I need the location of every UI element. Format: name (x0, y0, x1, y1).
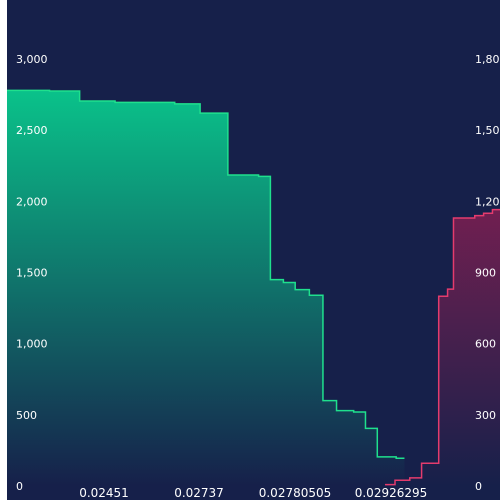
series-layer (7, 89, 500, 487)
right-y-tick-label: 1,800 (475, 53, 500, 66)
left-y-tick-label: 1,000 (16, 338, 48, 351)
x-tick-label: 0.02737 (174, 486, 224, 500)
left-y-axis: 0 500 1,000 1,500 2,000 2,500 3,000 (16, 53, 48, 493)
right-y-tick-label: 600 (475, 338, 496, 351)
x-tick-label: 0.02451 (79, 486, 129, 500)
left-y-tick-label: 2,500 (16, 124, 48, 137)
right-y-axis: 0 300 600 900 1,200 1,500 1,800 (475, 53, 500, 493)
ask-depth-line (384, 131, 500, 486)
right-y-tick-label: 1,200 (475, 195, 500, 208)
x-tick-label: 0.02780505 (259, 486, 332, 500)
left-y-tick-label: 500 (16, 409, 37, 422)
ask-area-fill (384, 132, 500, 486)
bid-area-fill (7, 90, 405, 487)
left-y-tick-label: 1,500 (16, 267, 48, 280)
left-y-tick-label: 2,000 (16, 195, 48, 208)
right-y-tick-label: 0 (475, 480, 482, 493)
right-y-tick-label: 1,500 (475, 124, 500, 137)
left-edge-strip (0, 0, 7, 500)
left-y-tick-label: 0 (16, 480, 23, 493)
left-y-tick-label: 3,000 (16, 53, 48, 66)
right-y-tick-label: 900 (475, 267, 496, 280)
x-tick-label: 0.02926295 (355, 486, 428, 500)
right-y-tick-label: 300 (475, 409, 496, 422)
bid-depth-line (7, 89, 405, 459)
x-axis: 0.02451 0.02737 0.02780505 0.02926295 (79, 486, 427, 500)
